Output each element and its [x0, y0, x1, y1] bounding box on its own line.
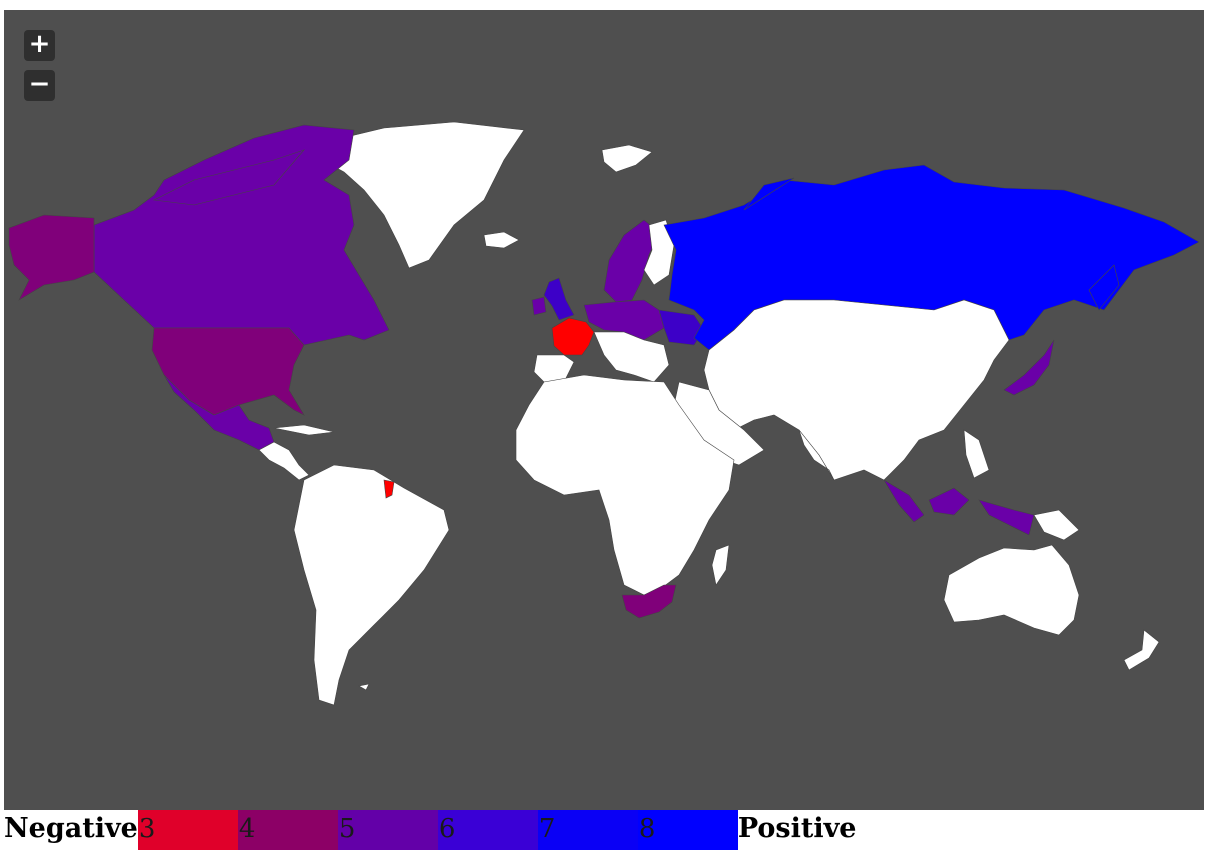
iceland[interactable]	[483, 231, 520, 249]
france[interactable]	[551, 317, 595, 356]
indonesia[interactable]	[883, 479, 1035, 536]
legend-swatch-label: 3	[138, 814, 156, 844]
india[interactable]	[798, 429, 835, 481]
central-america[interactable]	[258, 441, 310, 481]
united-states[interactable]	[151, 327, 305, 416]
ukraine[interactable]	[658, 309, 705, 346]
svalbard[interactable]	[601, 144, 653, 173]
legend-swatch-label: 8	[638, 814, 656, 844]
zoom-in-button[interactable]: +	[24, 30, 55, 61]
canada[interactable]	[93, 124, 390, 346]
kamchatka[interactable]	[1088, 264, 1120, 311]
falklands[interactable]	[358, 683, 370, 691]
russia-north-island[interactable]	[743, 177, 795, 211]
legend-swatch-3: 3	[137, 810, 238, 850]
legend-positive-label: Positive	[737, 813, 857, 844]
alaska[interactable]	[8, 214, 95, 301]
legend-swatch-8: 8	[637, 810, 738, 850]
world-map[interactable]: + −	[4, 10, 1204, 810]
map-canvas[interactable]	[4, 10, 1204, 810]
legend-scale: 3 4 5 6 7 8	[137, 810, 738, 850]
cuba[interactable]	[273, 424, 335, 436]
asia-mainland[interactable]	[703, 299, 1010, 481]
philippines[interactable]	[963, 429, 990, 479]
legend: Negative 3 4 5 6 7 8 Positive	[4, 810, 856, 850]
japan[interactable]	[1003, 339, 1055, 396]
legend-swatch-label: 4	[238, 814, 256, 844]
australia[interactable]	[943, 544, 1080, 636]
central-europe[interactable]	[583, 299, 665, 341]
south-africa[interactable]	[621, 584, 677, 619]
legend-swatch-label: 7	[538, 814, 556, 844]
new-zealand[interactable]	[1123, 629, 1160, 671]
legend-swatch-7: 7	[537, 810, 638, 850]
greenland[interactable]	[321, 121, 525, 269]
legend-swatch-label: 5	[338, 814, 356, 844]
french-guiana[interactable]	[383, 479, 395, 499]
zoom-out-button[interactable]: −	[24, 70, 55, 101]
legend-swatch-label: 6	[438, 814, 456, 844]
legend-swatch-5: 5	[337, 810, 438, 850]
canada-arctic-islands[interactable]	[152, 149, 305, 206]
southern-europe[interactable]	[593, 331, 670, 383]
russia[interactable]	[663, 164, 1200, 351]
ireland[interactable]	[531, 296, 547, 316]
madagascar[interactable]	[711, 544, 730, 586]
legend-negative-label: Negative	[4, 813, 138, 844]
legend-swatch-6: 6	[437, 810, 538, 850]
papua-new-guinea[interactable]	[1033, 509, 1080, 541]
south-america[interactable]	[293, 464, 450, 706]
united-kingdom[interactable]	[543, 277, 575, 321]
legend-swatch-4: 4	[237, 810, 338, 850]
